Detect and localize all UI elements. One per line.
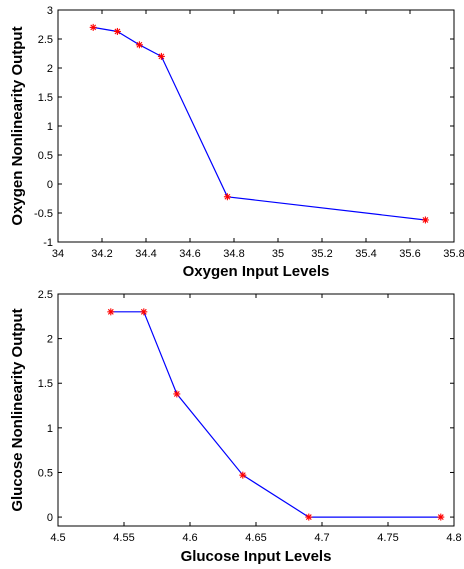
oxygen-x-tick-label: 34.6: [179, 248, 200, 260]
oxygen-y-tick-label: -1: [43, 237, 53, 249]
glucose-x-tick-label: 4.7: [314, 532, 329, 544]
oxygen-plot-area: [57, 9, 455, 243]
oxygen-y-tick-label: 1.5: [38, 92, 53, 104]
glucose-chart: 4.5 4.55 4.6 4.65 4.7 4.75 4.8 0 0.5 1 1.5 2 2.5 Gl…: [9, 289, 462, 565]
oxygen-x-tick-label: 34.2: [91, 248, 112, 260]
oxygen-y-ticks: -1 -0.5 0 0.5 1 1.5 2 2.5 3: [34, 5, 454, 249]
oxygen-x-tick-label: 35: [272, 248, 284, 260]
glucose-series: [107, 308, 445, 521]
glucose-data-point: [107, 308, 115, 316]
glucose-data-point: [305, 513, 313, 521]
glucose-data-point: [239, 471, 247, 479]
oxygen-data-point: [421, 216, 429, 224]
glucose-x-tick-label: 4.55: [113, 532, 134, 544]
glucose-x-tick-label: 4.65: [245, 532, 266, 544]
oxygen-data-point: [89, 23, 97, 31]
glucose-y-ticks: 0 0.5 1 1.5 2 2.5: [38, 289, 454, 524]
glucose-y-tick-label: 1: [47, 423, 53, 435]
oxygen-x-tick-label: 34.4: [135, 248, 156, 260]
oxygen-series-line: [93, 26, 426, 221]
oxygen-data-point: [113, 27, 121, 35]
oxygen-y-tick-label: 2.5: [38, 34, 53, 46]
oxygen-y-tick-label: 1: [47, 121, 53, 133]
oxygen-y-tick-label: 0: [47, 179, 53, 191]
oxygen-x-ticks: 34 34.2 34.4 34.6 34.8 35 35.2 35.4 35.6 35.8: [52, 10, 464, 260]
oxygen-x-tick-label: 35.4: [355, 248, 376, 260]
glucose-plot-area: [57, 293, 455, 527]
glucose-x-ticks: 4.5 4.55 4.6 4.65 4.7 4.75 4.8: [50, 294, 462, 544]
glucose-y-tick-label: 0: [47, 512, 53, 524]
glucose-series-line: [110, 311, 441, 518]
glucose-x-tick-label: 4.5: [50, 532, 65, 544]
glucose-y-tick-label: 1.5: [38, 378, 53, 390]
glucose-data-point: [437, 513, 445, 521]
oxygen-data-point: [135, 41, 143, 49]
oxygen-y-tick-label: 2: [47, 63, 53, 75]
glucose-y-tick-label: 2: [47, 334, 53, 346]
glucose-x-axis-label: Glucose Input Levels: [181, 548, 332, 565]
oxygen-data-point: [157, 52, 165, 60]
oxygen-x-tick-label: 34: [52, 248, 64, 260]
oxygen-chart: 34 34.2 34.4 34.6 34.8 35 35.2 35.4 35.6 35.8 -1-…: [9, 5, 464, 280]
oxygen-x-tick-label: 35.6: [399, 248, 420, 260]
oxygen-y-tick-label: 3: [47, 5, 53, 17]
oxygen-y-tick-label: -0.5: [34, 208, 53, 220]
glucose-x-tick-label: 4.75: [377, 532, 398, 544]
oxygen-y-tick-label: 0.5: [38, 150, 53, 162]
glucose-y-tick-label: 0.5: [38, 467, 53, 479]
oxygen-series: [89, 23, 429, 224]
glucose-x-tick-label: 4.8: [446, 532, 461, 544]
oxygen-x-axis-label: Oxygen Input Levels: [183, 263, 330, 280]
oxygen-y-axis-label: Oxygen Nonlinearity Output: [9, 26, 26, 225]
glucose-data-point: [173, 390, 181, 398]
glucose-y-tick-label: 2.5: [38, 289, 53, 301]
oxygen-x-tick-label: 35.8: [443, 248, 464, 260]
glucose-x-tick-label: 4.6: [182, 532, 197, 544]
glucose-y-axis-label: Glucose Nonlinearity Output: [9, 308, 26, 511]
oxygen-data-point: [223, 193, 231, 201]
oxygen-x-tick-label: 34.8: [223, 248, 244, 260]
glucose-data-point: [140, 308, 148, 316]
oxygen-x-tick-label: 35.2: [311, 248, 332, 260]
